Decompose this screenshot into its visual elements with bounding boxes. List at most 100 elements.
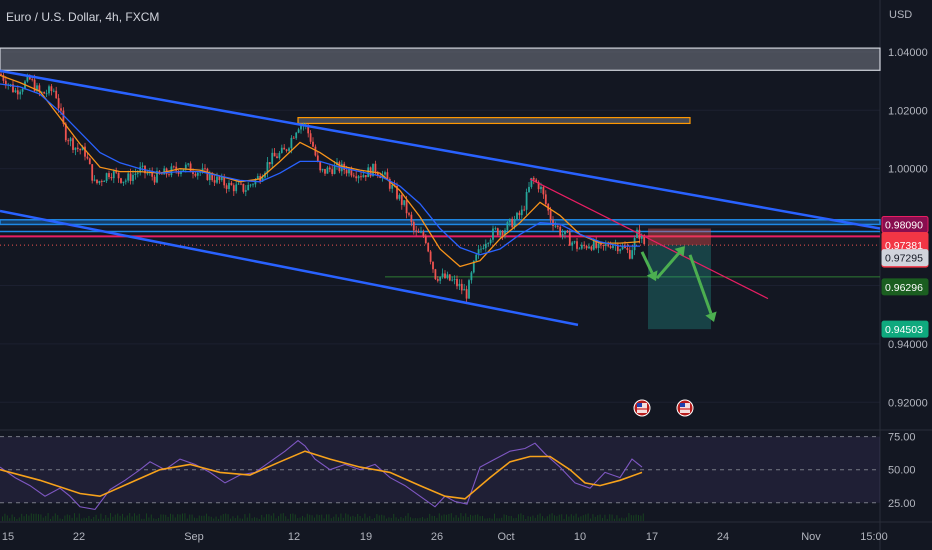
candle-body [314,146,317,156]
rsi-histogram-bar [150,514,152,521]
rsi-histogram-bar [400,516,402,521]
candle-body [237,183,240,185]
candle-body [384,172,386,175]
rsi-histogram-bar [189,514,191,521]
candle-body [105,173,108,181]
candle-body [28,75,31,80]
candle-body [352,175,355,177]
rsi-histogram-bar [234,518,236,521]
rsi-histogram-bar [105,514,107,521]
rsi-histogram-bar [249,513,251,521]
candle-body [175,166,178,171]
candle-body [331,169,334,174]
rsi-histogram-bar [134,513,135,521]
candle-body [636,229,638,239]
rsi-histogram-bar [76,517,78,521]
candle-body [511,218,514,228]
rsi-histogram-bar [357,514,359,521]
rsi-histogram-bar [390,517,392,521]
rsi-histogram-bar [484,518,486,521]
candle-body [434,269,437,280]
rsi-histogram-bar [158,517,159,521]
rsi-histogram-bar [215,516,217,521]
rsi-histogram-bar [78,513,80,521]
price-tick-label: 1.04000 [888,47,928,59]
candle-body [348,168,350,174]
resistance-zone-gray [0,47,881,71]
rsi-histogram-bar [479,516,481,521]
rsi-histogram-bar [294,514,296,521]
candle-body [523,209,526,211]
time-tick-label: 17 [646,531,658,543]
rsi-histogram-bar [578,517,579,521]
candle-body [590,246,593,250]
rsi-histogram-bar [230,518,231,521]
rsi-histogram-bar [323,518,325,521]
rsi-histogram-bar [587,513,589,521]
candle-body [204,168,206,170]
candle-body [319,161,322,171]
rsi-histogram-bar [501,517,503,521]
candle-body [585,246,588,249]
candle-body [4,80,7,86]
rsi-histogram-bar [28,515,30,521]
rsi-histogram-bar [570,514,572,521]
rsi-histogram-bar [321,514,323,521]
candle-body [240,183,242,185]
rsi-histogram-bar [54,513,56,521]
rsi-histogram-bar [369,516,371,521]
candle-body [408,213,410,215]
candle-body [643,235,646,245]
candle-body [422,231,425,236]
candle-body [597,243,600,248]
rsi-histogram-bar [35,513,37,521]
candle-body [410,214,413,223]
rsi-histogram-bar [510,515,512,521]
rsi-histogram-bar [642,513,644,521]
candle-body [472,260,475,273]
flag-icon-field [680,403,690,413]
candle-body [398,194,401,199]
candle-body [84,146,86,157]
zones [0,47,881,330]
rsi-histogram-bar [102,518,104,521]
candle-body [446,274,449,279]
price-label-text: 0.97295 [885,253,923,265]
candle-body [235,184,238,192]
candle-body [470,272,473,281]
rsi-histogram-bar [258,518,260,521]
candle-body [196,172,199,176]
rsi-histogram-bar [455,515,457,521]
rsi-histogram-bar [407,513,409,521]
rsi-histogram-bar [90,518,92,521]
rsi-histogram-bar [542,516,543,521]
candle-body [436,279,439,281]
candle-body [206,168,209,181]
rsi-histogram-bar [347,514,349,521]
candle-body [496,228,499,236]
rsi-histogram-bar [330,518,332,521]
rsi-histogram-bar [496,518,498,521]
candle-body [580,244,583,249]
rsi-histogram-bar [194,517,195,521]
candle-body [86,156,89,159]
rsi-histogram-bar [604,514,606,521]
rsi-histogram-bar [6,515,8,521]
rsi-histogram-bar [472,515,474,521]
rsi-histogram-bar [57,515,59,521]
candle-body [271,152,274,165]
rsi-histogram-bar [290,513,291,521]
rsi-histogram-bar [186,518,188,521]
rsi-histogram-bar [580,516,582,521]
candle-body [621,246,624,250]
rsi-histogram-bar [155,518,157,521]
candle-body [324,169,326,174]
rsi-histogram-bar [126,515,128,521]
rsi-histogram-bar [520,513,522,521]
candle-body [415,230,418,232]
rsi-histogram-bar [606,518,608,521]
candle-body [412,222,415,231]
rsi-histogram-bar [494,513,495,521]
rsi-histogram-bar [266,514,267,521]
